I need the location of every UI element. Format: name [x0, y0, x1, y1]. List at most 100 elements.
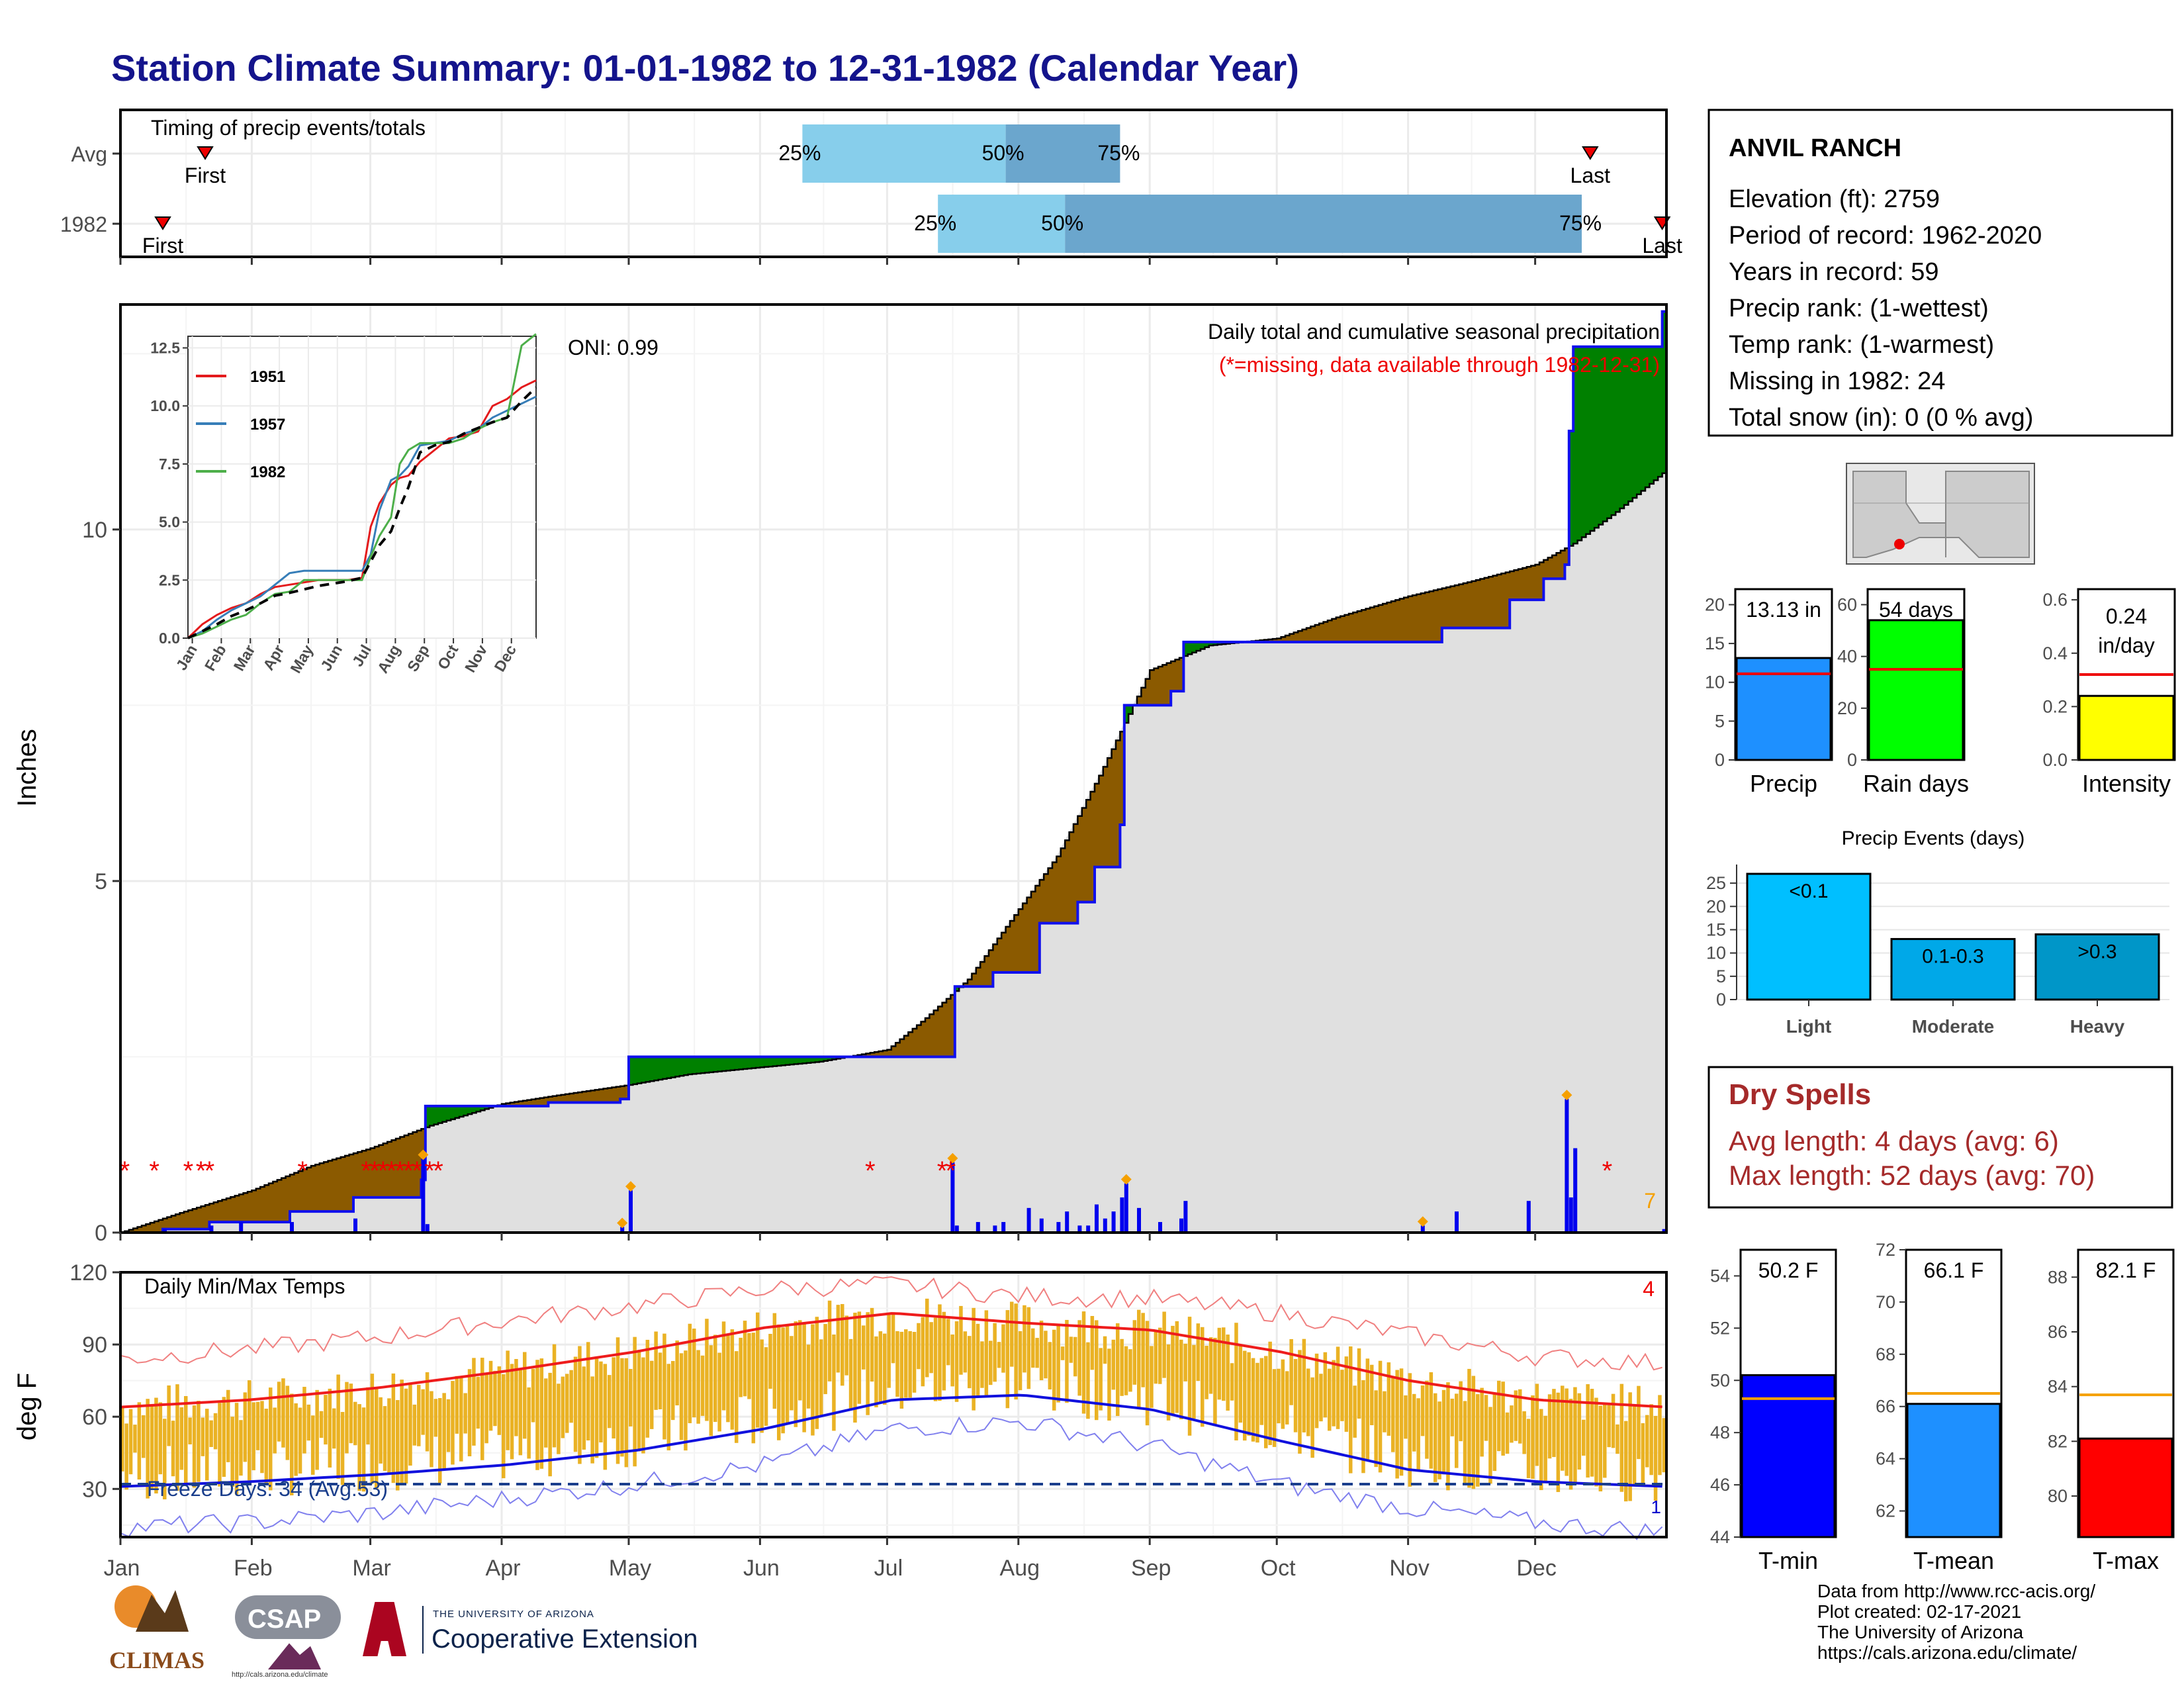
daily-temp-bar — [645, 1339, 650, 1438]
daily-temp-bar — [1259, 1358, 1264, 1425]
daily-temp-bar — [467, 1369, 472, 1456]
daily-temp-bar — [243, 1392, 248, 1462]
y-tick-label: 15 — [1706, 919, 1726, 939]
daily-temp-bar — [594, 1358, 599, 1458]
daily-temp-bar — [1441, 1389, 1446, 1475]
daily-temp-bar — [1132, 1320, 1137, 1385]
dry-spells-avg: Avg length: 4 days (avg: 6) — [1729, 1125, 2059, 1156]
daily-temp-bar — [827, 1300, 832, 1382]
station-info-line: Elevation (ft): 2759 — [1729, 185, 1940, 213]
daily-temp-bar — [1162, 1311, 1166, 1378]
daily-temp-bar — [430, 1391, 433, 1468]
daily-temp-bar — [1632, 1406, 1637, 1486]
daily-temp-bar — [1649, 1404, 1653, 1476]
daily-temp-bar — [874, 1336, 878, 1407]
daily-temp-bar — [946, 1319, 950, 1366]
daily-temp-bar — [1192, 1344, 1196, 1419]
daily-temp-bar — [764, 1347, 768, 1426]
timing-p25-label: 25% — [778, 141, 821, 165]
university-of-arizona-logo[interactable]: THE UNIVERSITY OF ARIZONA Cooperative Ex… — [363, 1602, 740, 1662]
daily-temp-bar — [1154, 1330, 1158, 1384]
daily-temp-bar — [222, 1397, 226, 1477]
daily-temp-bar — [1420, 1385, 1425, 1436]
daily-temp-bar — [539, 1358, 544, 1469]
month-label: Nov — [1389, 1556, 1429, 1581]
daily-temp-bar — [387, 1398, 391, 1474]
daily-temp-bar — [1018, 1331, 1023, 1391]
daily-temp-bar — [438, 1397, 442, 1483]
timing-row-label: Avg — [71, 142, 107, 166]
event-bar-label: <0.1 — [1789, 880, 1828, 902]
record-min-line — [120, 1416, 1663, 1540]
daily-temp-bar — [760, 1339, 764, 1433]
timing-bar-50-75 — [1005, 124, 1120, 183]
month-label: Aug — [1000, 1556, 1040, 1581]
precip-title: Daily total and cumulative seasonal prec… — [1208, 320, 1660, 344]
y-tick-label: 0 — [1715, 750, 1725, 770]
daily-temp-bar — [133, 1425, 137, 1453]
daily-precip-bar — [1573, 1148, 1578, 1233]
credit-data-source: Data from http://www.rcc-acis.org/ — [1817, 1581, 2096, 1601]
precip-corner-count: 7 — [1644, 1189, 1656, 1213]
daily-temp-bar — [1484, 1395, 1488, 1441]
daily-temp-bar — [1171, 1325, 1175, 1415]
daily-temp-bar — [1340, 1370, 1344, 1421]
daily-temp-bar — [569, 1370, 573, 1423]
temp-mean-t-min: 50.2 F 44 46 48 50 52 54 T-min — [1710, 1248, 1837, 1574]
inset-y-tick-label: 0.0 — [159, 630, 180, 647]
panel-label: Precip — [1750, 770, 1817, 797]
daily-precip-bar — [1569, 1197, 1573, 1233]
daily-temp-bar — [463, 1393, 467, 1434]
daily-precip-bar — [1565, 1099, 1569, 1233]
daily-temp-bar — [273, 1407, 277, 1454]
value-label: 50.2 F — [1758, 1258, 1819, 1282]
daily-temp-bar — [1404, 1395, 1408, 1439]
daily-temp-bar — [552, 1344, 557, 1448]
daily-temp-bar — [404, 1388, 408, 1484]
y-tick-label: 15 — [1705, 633, 1725, 653]
month-label: Mar — [352, 1556, 391, 1581]
daily-temp-bar — [954, 1321, 959, 1402]
y-tick-label: 60 — [82, 1405, 107, 1430]
daily-temp-bar — [790, 1336, 794, 1411]
station-info-line: Years in record: 59 — [1729, 258, 1939, 286]
timing-border — [119, 109, 1668, 258]
daily-temp-bar — [1001, 1324, 1005, 1373]
month-label: Jul — [874, 1556, 903, 1581]
daily-temp-bar — [527, 1387, 531, 1459]
daily-temp-bar — [662, 1333, 666, 1440]
daily-temp-bar — [1052, 1329, 1056, 1411]
daily-temp-bar — [1361, 1380, 1365, 1474]
inset-series-line — [187, 333, 537, 639]
below-normal-fill — [124, 548, 1569, 1233]
inset-y-tick-label: 7.5 — [159, 455, 180, 473]
daily-temp-bar — [340, 1411, 345, 1485]
value-label: 66.1 F — [1924, 1258, 1984, 1282]
daily-temp-bar — [1416, 1398, 1420, 1470]
daily-temp-bar — [209, 1420, 213, 1447]
locator-map — [1846, 463, 2035, 565]
missing-marker: * — [403, 1156, 414, 1186]
daily-temp-bar — [582, 1366, 586, 1450]
daily-temp-bar — [1598, 1405, 1603, 1491]
daily-precip-bar — [209, 1225, 214, 1233]
y-tick-label: 84 — [2048, 1377, 2068, 1397]
daily-temp-bar — [1336, 1346, 1340, 1429]
daily-temp-bar — [514, 1359, 518, 1436]
climas-logo[interactable]: CLIMAS — [109, 1585, 215, 1678]
daily-temp-bar — [548, 1372, 552, 1477]
daily-temp-bar — [785, 1326, 790, 1424]
missing-marker: * — [424, 1156, 435, 1186]
y-tick-label: 54 — [1710, 1266, 1730, 1286]
value-bar — [2078, 1437, 2173, 1538]
daily-temp-bar — [688, 1323, 692, 1423]
daily-temp-bar — [993, 1323, 997, 1382]
daily-temp-bar — [315, 1389, 319, 1470]
daily-temp-bar — [1573, 1387, 1577, 1484]
daily-temp-bar — [1310, 1377, 1314, 1458]
daily-temp-bar — [1433, 1393, 1437, 1483]
csap-logo[interactable]: CSAP http://cals.arizona.edu/climate — [232, 1589, 347, 1681]
timing-first-label: First — [142, 234, 183, 258]
daily-temp-bar — [1577, 1393, 1582, 1470]
daily-temp-bar — [756, 1312, 760, 1428]
